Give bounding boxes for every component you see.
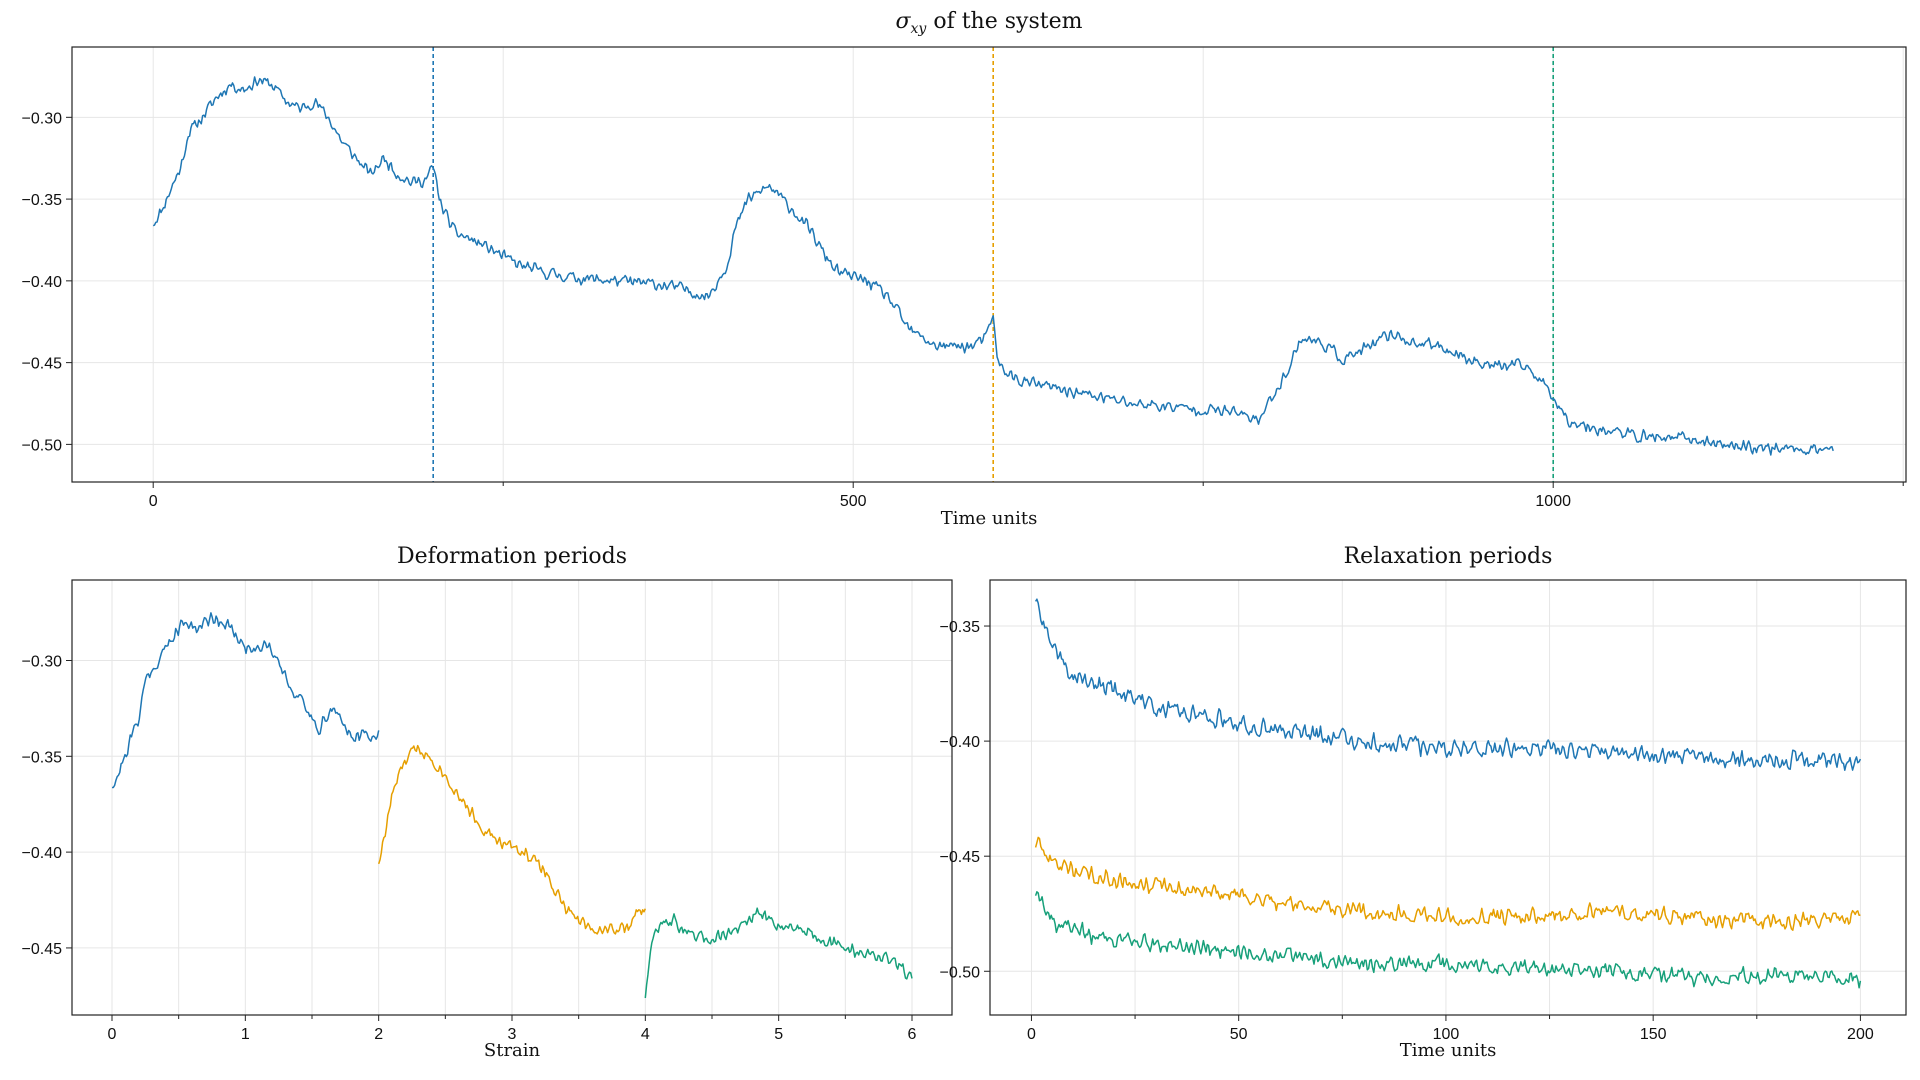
y-tick-label: −0.45 xyxy=(22,941,63,958)
chart-title: Relaxation periods xyxy=(1344,544,1553,569)
y-tick-label: −0.45 xyxy=(940,849,981,866)
x-tick-label: 50 xyxy=(1230,1026,1248,1043)
y-tick-label: −0.40 xyxy=(22,274,63,291)
x-tick-label: 200 xyxy=(1847,1026,1874,1043)
title-subscript: xy xyxy=(911,21,928,37)
series-line-blue xyxy=(152,76,1834,456)
y-tick-label: −0.50 xyxy=(940,964,981,981)
x-axis-label: Time units xyxy=(1400,1040,1497,1061)
x-tick-label: 3 xyxy=(508,1026,517,1043)
series-line-green xyxy=(644,907,913,999)
x-tick-label: 0 xyxy=(149,493,158,510)
x-tick-label: 1 xyxy=(241,1026,250,1043)
x-tick-label: 6 xyxy=(908,1026,917,1043)
x-tick-label: 500 xyxy=(840,493,867,510)
series-line-orange xyxy=(1034,836,1861,931)
x-tick-label: 0 xyxy=(108,1026,117,1043)
axes-frame xyxy=(71,46,1907,483)
y-tick-label: −0.35 xyxy=(940,619,981,636)
axes-frame xyxy=(989,579,1907,1016)
y-tick-label: −0.50 xyxy=(22,437,63,454)
x-axis-label: Strain xyxy=(484,1040,541,1061)
x-tick-label: 2 xyxy=(374,1026,383,1043)
series-line-blue xyxy=(112,612,380,789)
title-symbol: σ xyxy=(896,9,912,34)
y-tick-label: −0.35 xyxy=(22,192,63,209)
x-tick-label: 0 xyxy=(1027,1026,1036,1043)
panel-relaxation-periods: 0 50 100 150 200 −0.35 −0.40 −0.45 −0.50 Relaxati… xyxy=(940,544,1907,1061)
x-tick-label: 150 xyxy=(1640,1026,1667,1043)
y-tick-label: −0.35 xyxy=(22,749,63,766)
grid xyxy=(72,580,952,1015)
y-tick-label: −0.45 xyxy=(22,356,63,373)
y-tick-label: −0.40 xyxy=(940,734,981,751)
y-tick-label: −0.30 xyxy=(22,653,63,670)
title-text: of the system xyxy=(926,9,1082,34)
x-tick-label: 5 xyxy=(774,1026,783,1043)
series-line-blue xyxy=(1034,598,1862,771)
series-line-green xyxy=(1034,891,1862,989)
x-tick-label: 4 xyxy=(641,1026,650,1043)
chart-title: Deformation periods xyxy=(397,544,627,569)
panel-deformation-periods: 0 1 2 3 4 5 6 −0.30 −0.35 −0.40 −0.45 Deformation p… xyxy=(22,544,953,1061)
panel-sigma-xy-system: 0 500 1000 −0.30 −0.35 −0.40 −0.45 −0.50 σxy of … xyxy=(22,9,1907,529)
x-tick-label: 100 xyxy=(1433,1026,1460,1043)
chart-title: σxy of the system xyxy=(896,9,1083,37)
x-tick-label: 1000 xyxy=(1535,493,1571,510)
grid xyxy=(990,580,1906,1015)
series-line-orange xyxy=(377,744,646,935)
y-tick-label: −0.30 xyxy=(22,110,63,127)
y-tick-label: −0.40 xyxy=(22,845,63,862)
x-axis-label: Time units xyxy=(941,508,1038,529)
grid xyxy=(72,47,1906,482)
